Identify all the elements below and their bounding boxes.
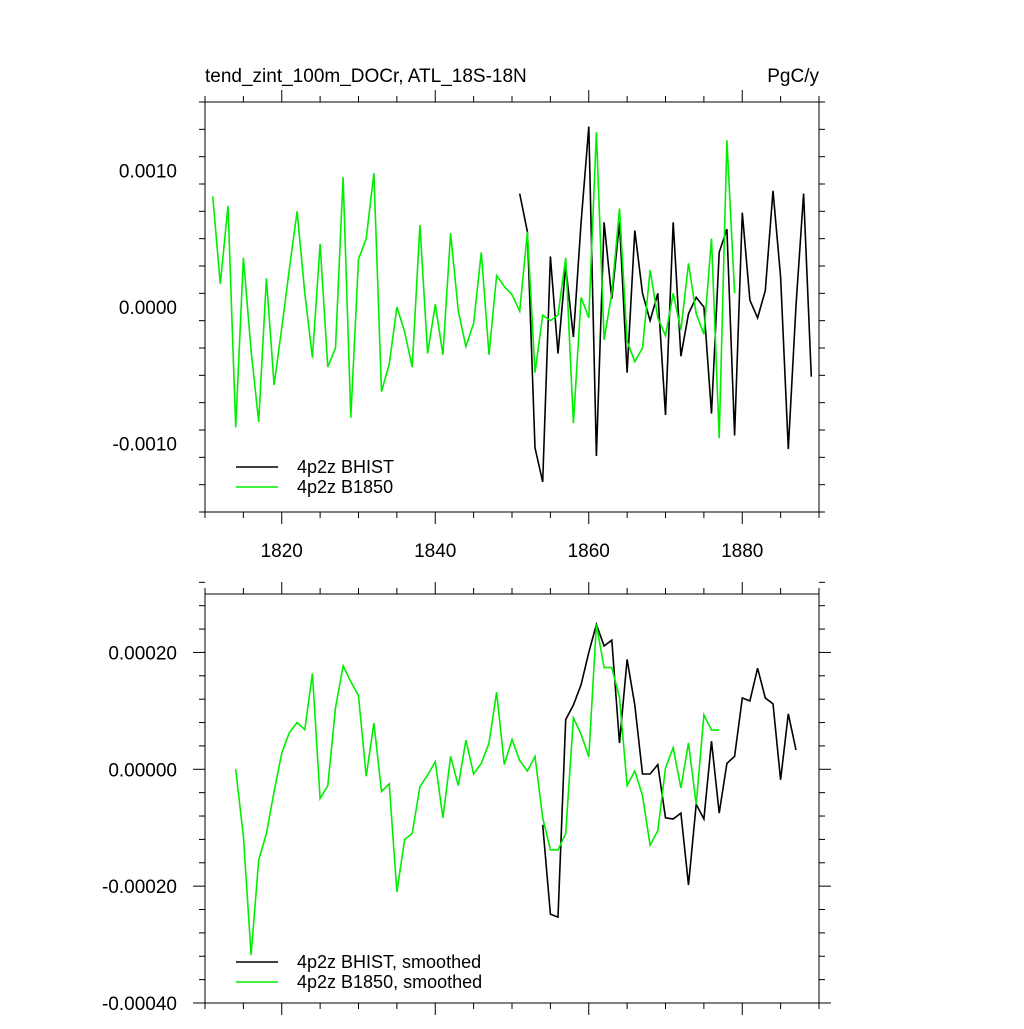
y-tick-label: 0.00020: [108, 643, 177, 664]
y-tick-label: 0.0000: [119, 298, 177, 319]
x-tick-label: 1860: [568, 541, 610, 562]
x-tick-label: 1820: [261, 541, 303, 562]
legend-label: 4p2z B1850, smoothed: [297, 972, 482, 992]
series-line-1: [518, 126, 813, 483]
y-tick-label: -0.0010: [113, 435, 177, 456]
chart-units: PgC/y: [767, 66, 819, 87]
series-line-2: [234, 624, 720, 956]
chart-title: tend_zint_100m_DOCr, ATL_18S-18N: [205, 66, 527, 87]
legend-label: 4p2z BHIST: [297, 457, 394, 477]
y-tick-label: 0.0010: [119, 161, 177, 182]
plot-frame: [204, 593, 820, 1004]
series-line-1: [541, 621, 797, 919]
x-tick-label: 1880: [721, 541, 763, 562]
y-tick-label: -0.00020: [102, 877, 177, 898]
y-tick-label: -0.00040: [102, 994, 177, 1015]
y-tick-label: 0.00000: [108, 760, 177, 781]
chart-panel-2: -0.00040 -0.00020 0.00000 0.00020 4p2z BHIST…: [102, 581, 831, 1015]
legend-label: 4p2z B1850: [297, 477, 393, 497]
legend-label: 4p2z BHIST, smoothed: [297, 952, 481, 972]
series-line-2: [211, 132, 736, 439]
chart-panel-1: 1820 1840 1860 1880 -0.0010 0.0000 0.0010 tend_…: [113, 66, 825, 562]
x-tick-label: 1840: [414, 541, 456, 562]
